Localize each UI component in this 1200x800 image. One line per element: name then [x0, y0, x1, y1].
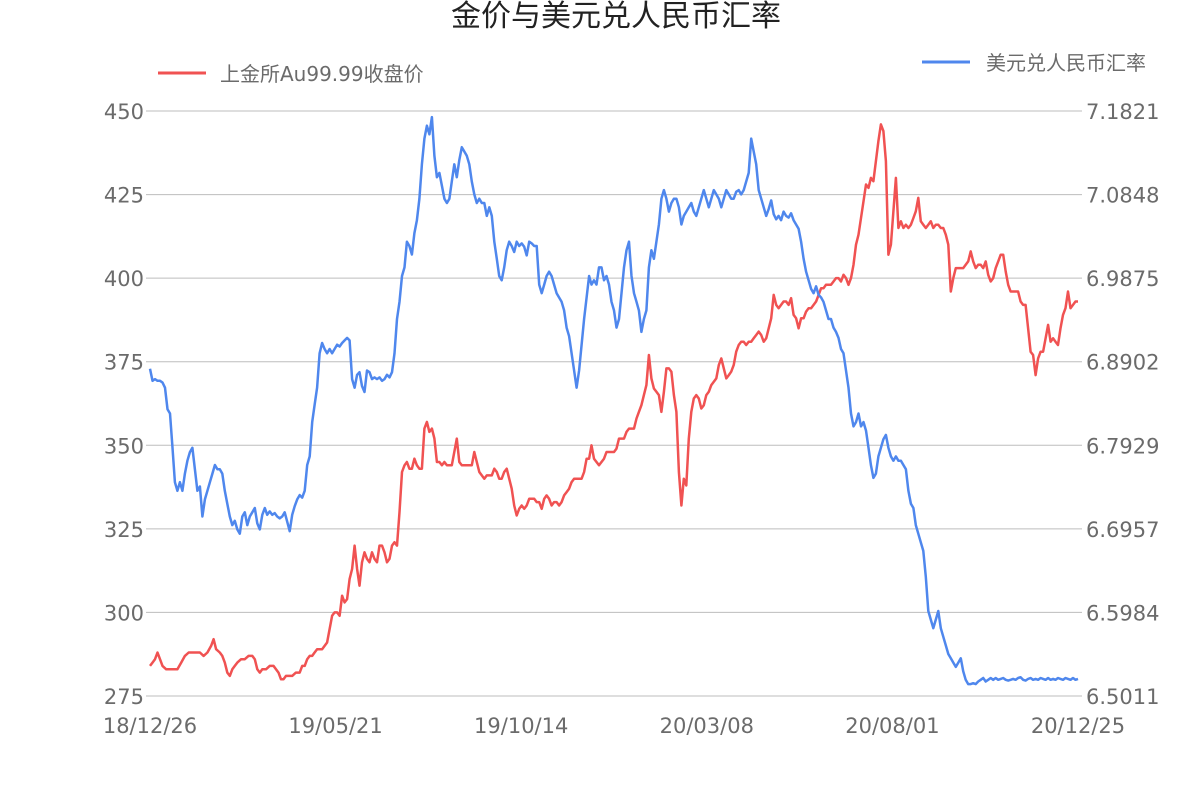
- y-left-tick-label: 275: [104, 685, 144, 709]
- y-left-tick-label: 450: [104, 100, 144, 124]
- grid-lines: [146, 110, 1082, 697]
- y-right-tick-label: 6.5984: [1086, 601, 1159, 625]
- x-tick-label: 20/03/08: [660, 714, 754, 738]
- x-tick-label: 20/12/25: [1031, 714, 1125, 738]
- y-right-tick-label: 7.1821: [1086, 100, 1159, 124]
- series-line-usdcny: [148, 115, 1079, 686]
- legend-label-usdcny: 美元兑人民币汇率: [986, 51, 1146, 75]
- y-left-tick-labels: 450 425 400 375 350 325 300 275: [104, 100, 144, 709]
- y-left-tick-label: 375: [104, 351, 144, 375]
- y-right-tick-label: 6.6957: [1086, 518, 1159, 542]
- legend-series-gold: 上金所Au99.99收盘价: [158, 62, 424, 86]
- y-right-tick-label: 7.0848: [1086, 184, 1159, 208]
- y-right-tick-label: 6.5011: [1086, 685, 1159, 709]
- legend-label-gold: 上金所Au99.99收盘价: [220, 62, 424, 86]
- x-tick-label: 19/05/21: [288, 714, 382, 738]
- y-left-tick-label: 425: [104, 184, 144, 208]
- plot-lines: [148, 115, 1079, 686]
- x-tick-label: 18/12/26: [103, 714, 197, 738]
- y-left-tick-label: 400: [104, 267, 144, 291]
- x-tick-label: 20/08/01: [845, 714, 939, 738]
- y-left-tick-label: 350: [104, 434, 144, 458]
- y-left-tick-label: 300: [104, 601, 144, 625]
- y-left-tick-label: 325: [104, 518, 144, 542]
- x-tick-label: 19/10/14: [474, 714, 568, 738]
- legend-series-usdcny: 美元兑人民币汇率: [922, 51, 1146, 75]
- y-right-tick-label: 6.7929: [1086, 434, 1159, 458]
- y-right-tick-label: 6.8902: [1086, 351, 1159, 375]
- y-right-tick-label: 6.9875: [1086, 267, 1159, 291]
- y-right-tick-labels: 7.1821 7.0848 6.9875 6.8902 6.7929 6.6957 6.59…: [1086, 100, 1159, 709]
- series-line-gold: [149, 123, 1078, 681]
- x-tick-labels: 18/12/26 19/05/21 19/10/14 20/03/08 20/08/01…: [103, 714, 1125, 738]
- chart-title: 金价与美元兑人民币汇率: [451, 0, 781, 34]
